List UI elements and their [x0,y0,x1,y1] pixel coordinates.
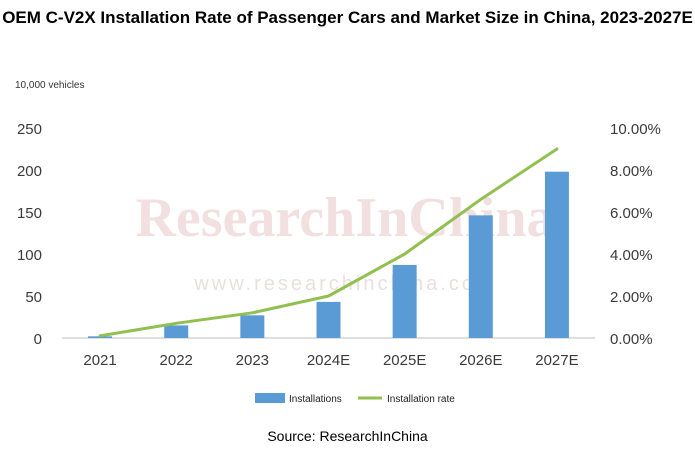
left-tick-label: 0 [34,331,42,348]
right-tick-label: 10.00% [610,121,661,138]
installations-bars [88,171,569,338]
right-tick-label: 6.00% [610,205,653,222]
legend-installations-swatch [255,393,285,403]
legend-installations-label: Installations [289,394,342,405]
installations-bar [392,264,417,338]
chart-title: OEM C-V2X Installation Rate of Passenger… [2,8,693,27]
legend: Installations Installation rate [255,393,455,405]
left-tick-label: 250 [17,121,42,138]
x-category-label: 2024E [307,352,350,369]
left-tick-label: 150 [17,205,42,222]
x-category-label: 2026E [459,352,502,369]
right-tick-label: 4.00% [610,247,653,264]
installations-bar [468,215,493,338]
x-category-label: 2021 [83,352,116,369]
installations-bar [164,325,189,338]
left-tick-label: 50 [25,289,42,306]
right-tick-label: 8.00% [610,163,653,180]
x-category-label: 2025E [383,352,426,369]
legend-installation-rate-label: Installation rate [387,394,455,405]
installations-bar [240,315,265,338]
left-axis-unit-label: 10,000 vehicles [15,80,85,91]
right-axis: 0.00% 2.00% 4.00% 6.00% 8.00% 10.00% [610,121,661,348]
watermark-url-text: www.researchinchina.com [193,273,495,295]
right-tick-label: 0.00% [610,331,653,348]
installations-bar [544,171,569,338]
x-axis: 2021 2022 2023 2024E 2025E 2026E 2027E [83,352,578,369]
right-tick-label: 2.00% [610,289,653,306]
left-tick-label: 100 [17,247,42,264]
left-tick-label: 200 [17,163,42,180]
x-category-label: 2022 [160,352,193,369]
installations-bar [316,301,341,338]
source-note: Source: ResearchInChina [267,428,428,444]
installation-rate-line [98,147,559,338]
x-category-label: 2023 [236,352,269,369]
left-axis: 0 50 100 150 200 250 [17,121,42,348]
x-category-label: 2027E [535,352,578,369]
